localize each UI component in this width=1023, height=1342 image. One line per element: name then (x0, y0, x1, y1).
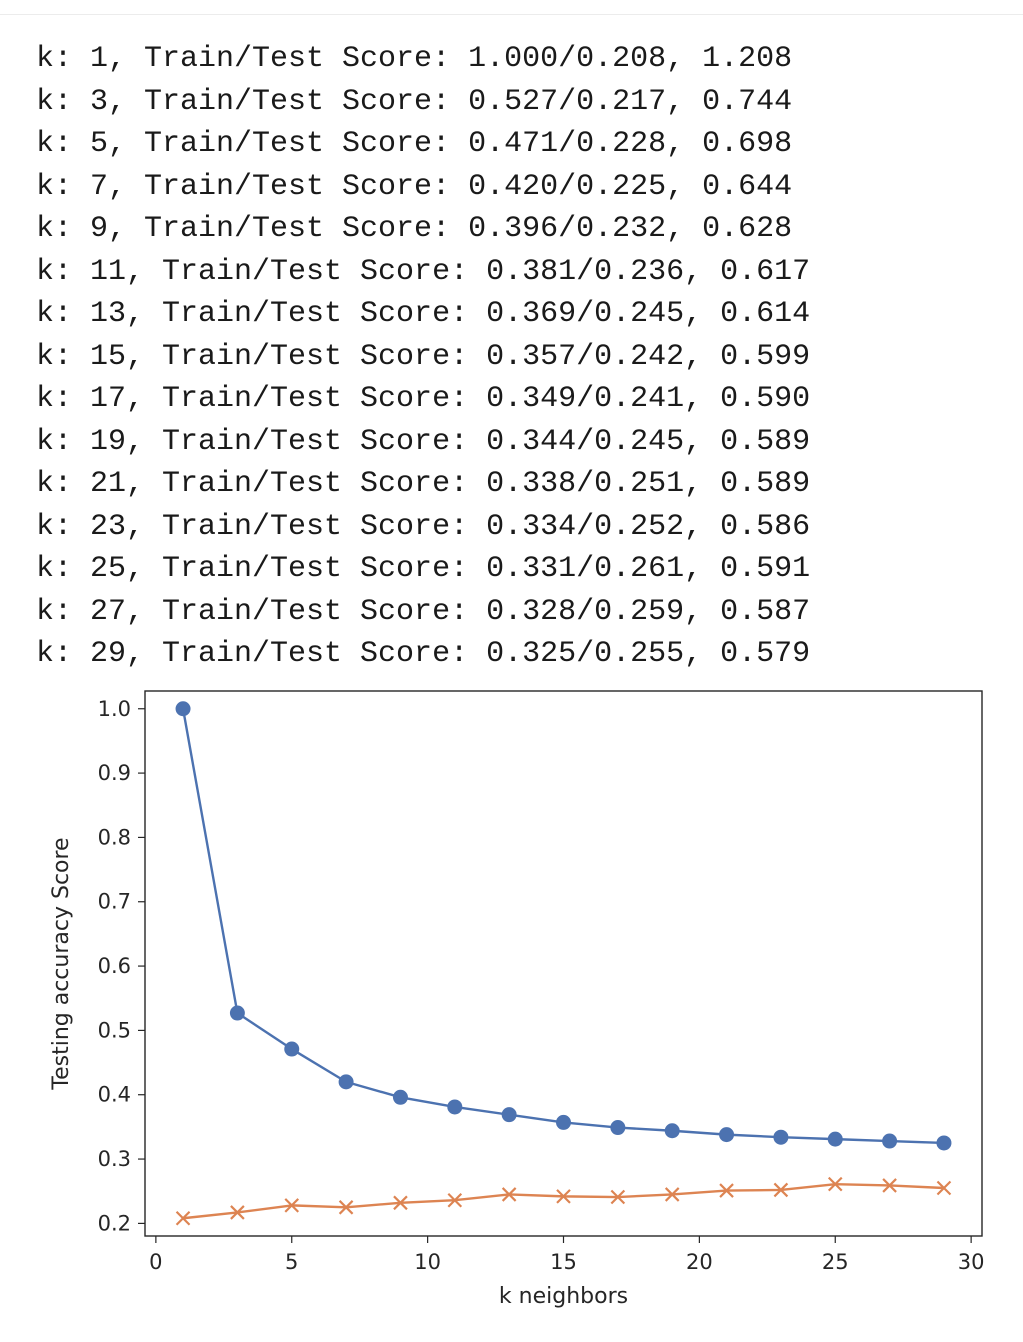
cell-output-text: k: 1, Train/Test Score: 1.000/0.208, 1.2… (36, 38, 810, 676)
series-2-point (773, 1182, 789, 1198)
output-line: k: 3, Train/Test Score: 0.527/0.217, 0.7… (36, 84, 793, 119)
cell-divider (0, 14, 1023, 15)
series-2-point (719, 1183, 734, 1198)
series-2-point (610, 1189, 626, 1205)
score-chart: 0 5 10 15 20 25 30 0.2 0.3 0.4 0.5 0.6 0.7 0.8 0.9 1.0 k… (49, 690, 985, 1309)
output-line: k: 23, Train/Test Score: 0.334/0.252, 0.… (36, 509, 811, 544)
output-line: k: 25, Train/Test Score: 0.331/0.261, 0.… (36, 552, 811, 586)
output-line: k: 1, Train/Test Score: 1.000/0.208, 1.2… (36, 42, 793, 76)
series-2-point (827, 1176, 843, 1192)
x-tick-label: 30 (958, 1250, 985, 1274)
series-1-point (827, 1131, 843, 1147)
x-axis-label: k neighbors (499, 1284, 628, 1309)
series-1-point (610, 1120, 626, 1136)
series-2-point (501, 1187, 517, 1202)
series-1-point (936, 1135, 952, 1151)
output-line: k: 11, Train/Test Score: 0.381/0.236, 0.… (36, 254, 811, 289)
y-tick-label: 1.0 (98, 697, 131, 721)
output-line: k: 29, Train/Test Score: 0.325/0.255, 0.… (36, 637, 811, 671)
output-line: k: 9, Train/Test Score: 0.396/0.232, 0.6… (36, 212, 793, 246)
series-1-point (175, 701, 191, 717)
x-tick-label: 20 (686, 1250, 713, 1274)
x-tick-label: 5 (285, 1250, 298, 1274)
series-1-point (556, 1114, 571, 1130)
y-tick-label: 0.5 (98, 1018, 131, 1042)
series-1-point (882, 1133, 898, 1149)
series-1-point (284, 1041, 300, 1057)
series-2-point (393, 1195, 408, 1211)
output-line: k: 19, Train/Test Score: 0.344/0.245, 0.… (36, 424, 811, 459)
series-2-point (882, 1178, 897, 1193)
x-tick-label: 25 (822, 1250, 849, 1274)
series-1-point (338, 1074, 354, 1090)
output-line: k: 27, Train/Test Score: 0.328/0.259, 0.… (36, 594, 811, 629)
y-axis-label: Testing accuracy Score (49, 837, 74, 1090)
y-tick-label: 0.4 (98, 1083, 131, 1107)
plot-frame (144, 690, 983, 1237)
series-1-point (664, 1123, 680, 1139)
series-2-point (447, 1192, 463, 1208)
series-2-point (338, 1200, 354, 1215)
series-2-point (230, 1205, 245, 1220)
y-tick-label: 0.9 (98, 761, 131, 785)
output-line: k: 17, Train/Test Score: 0.349/0.241, 0.… (36, 382, 811, 416)
output-line: k: 13, Train/Test Score: 0.369/0.245, 0.… (36, 297, 811, 331)
series-2-point (556, 1189, 571, 1204)
output-line: k: 5, Train/Test Score: 0.471/0.228, 0.6… (36, 127, 793, 161)
y-tick-label: 0.6 (98, 954, 131, 978)
series-2-point (175, 1210, 191, 1226)
x-tick-label: 0 (149, 1250, 162, 1274)
series-2-point (664, 1187, 680, 1202)
y-tick-label: 0.2 (98, 1211, 131, 1235)
series-1-point (719, 1127, 735, 1143)
x-tick-label: 15 (550, 1250, 577, 1274)
series-1-point (773, 1129, 789, 1145)
y-tick-label: 0.7 (98, 890, 131, 914)
series-1-point (447, 1099, 463, 1115)
output-line: k: 7, Train/Test Score: 0.420/0.225, 0.6… (36, 169, 793, 204)
y-tick-label: 0.8 (98, 825, 131, 849)
output-line: k: 21, Train/Test Score: 0.338/0.251, 0.… (36, 467, 811, 501)
y-tick-label: 0.3 (98, 1147, 131, 1171)
output-line: k: 15, Train/Test Score: 0.357/0.242, 0.… (36, 339, 811, 374)
series-1-point (229, 1005, 245, 1021)
series-2-point (284, 1198, 300, 1213)
series-1-line (181, 708, 944, 1145)
series-1-point (501, 1107, 517, 1123)
series-2-point (936, 1180, 952, 1196)
series-1-point (392, 1089, 408, 1105)
x-tick-label: 10 (414, 1250, 441, 1274)
